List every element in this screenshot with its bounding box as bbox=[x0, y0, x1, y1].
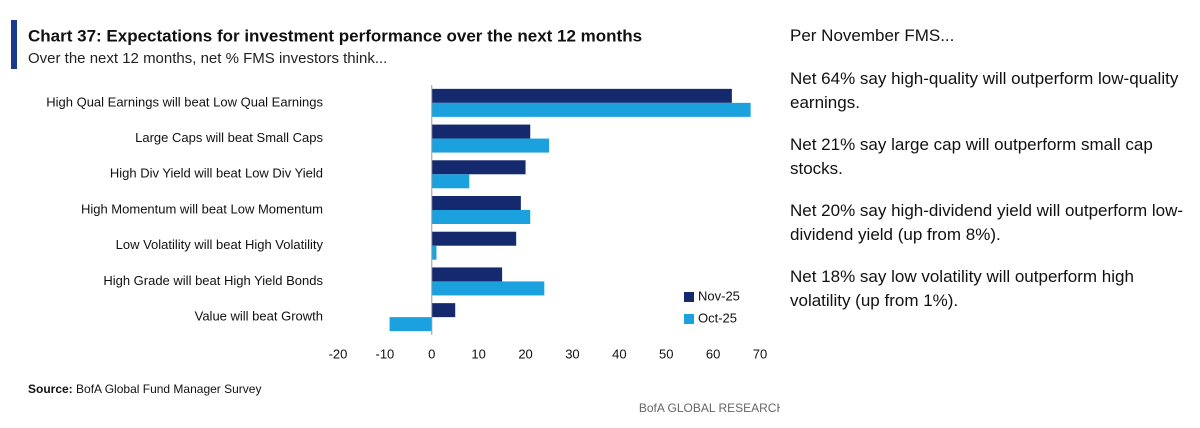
category-label: High Qual Earnings will beat Low Qual Ea… bbox=[46, 94, 323, 109]
bar bbox=[389, 317, 432, 332]
source-text: BofA Global Fund Manager Survey bbox=[76, 382, 261, 396]
chart: Chart 37: Expectations for investment pe… bbox=[11, 20, 780, 415]
commentary-paragraph: Net 64% say high-quality will outperform… bbox=[790, 69, 1179, 112]
bar bbox=[431, 267, 503, 282]
x-tick-label: 10 bbox=[471, 346, 485, 361]
commentary-heading: Per November FMS... bbox=[790, 26, 955, 45]
commentary: Per November FMS... Net 64% say high-qua… bbox=[790, 24, 1190, 331]
bar bbox=[431, 160, 526, 175]
bar bbox=[431, 88, 732, 103]
chart-title: Chart 37: Expectations for investment pe… bbox=[28, 26, 642, 45]
commentary-paragraph: Net 21% say large cap will outperform sm… bbox=[790, 135, 1153, 178]
category-label: High Momentum will beat Low Momentum bbox=[81, 201, 323, 216]
x-tick-label: 50 bbox=[659, 346, 673, 361]
legend-label: Nov-25 bbox=[698, 288, 740, 303]
bar bbox=[431, 210, 531, 224]
bar bbox=[431, 138, 549, 153]
x-tick-label: 0 bbox=[428, 346, 435, 361]
legend-label: Oct-25 bbox=[698, 310, 737, 325]
bar bbox=[431, 196, 521, 210]
x-tick-label: 70 bbox=[753, 346, 767, 361]
category-label: High Div Yield will beat Low Div Yield bbox=[110, 166, 323, 181]
bar bbox=[431, 303, 456, 318]
x-tick-label: 60 bbox=[706, 346, 720, 361]
bar bbox=[431, 124, 531, 139]
source-label: Source: bbox=[28, 382, 73, 396]
bar bbox=[431, 245, 437, 260]
bar bbox=[431, 281, 545, 296]
commentary-paragraph: Net 18% say low volatility will outperfo… bbox=[790, 267, 1134, 310]
x-tick-label: 40 bbox=[612, 346, 626, 361]
x-tick-label: -20 bbox=[329, 346, 348, 361]
category-label: Low Volatility will beat High Volatility bbox=[116, 237, 324, 252]
category-label: High Grade will beat High Yield Bonds bbox=[103, 273, 323, 288]
x-tick-label: -10 bbox=[375, 346, 394, 361]
x-tick-label: 20 bbox=[518, 346, 532, 361]
chart-subtitle: Over the next 12 months, net % FMS inves… bbox=[28, 50, 387, 67]
legend-swatch bbox=[684, 314, 694, 324]
source: Source: BofA Global Fund Manager Survey bbox=[28, 382, 261, 396]
footer: BofA GLOBAL RESEARCH bbox=[639, 401, 780, 415]
bar bbox=[431, 231, 517, 246]
title-accent bbox=[11, 20, 17, 69]
commentary-paragraph: Net 20% say high-dividend yield will out… bbox=[790, 201, 1184, 244]
category-label: Large Caps will beat Small Caps bbox=[135, 130, 323, 145]
bar bbox=[431, 102, 751, 117]
x-tick-label: 30 bbox=[565, 346, 579, 361]
bar bbox=[431, 174, 470, 189]
category-label: Value will beat Growth bbox=[195, 309, 323, 324]
legend-swatch bbox=[684, 292, 694, 302]
